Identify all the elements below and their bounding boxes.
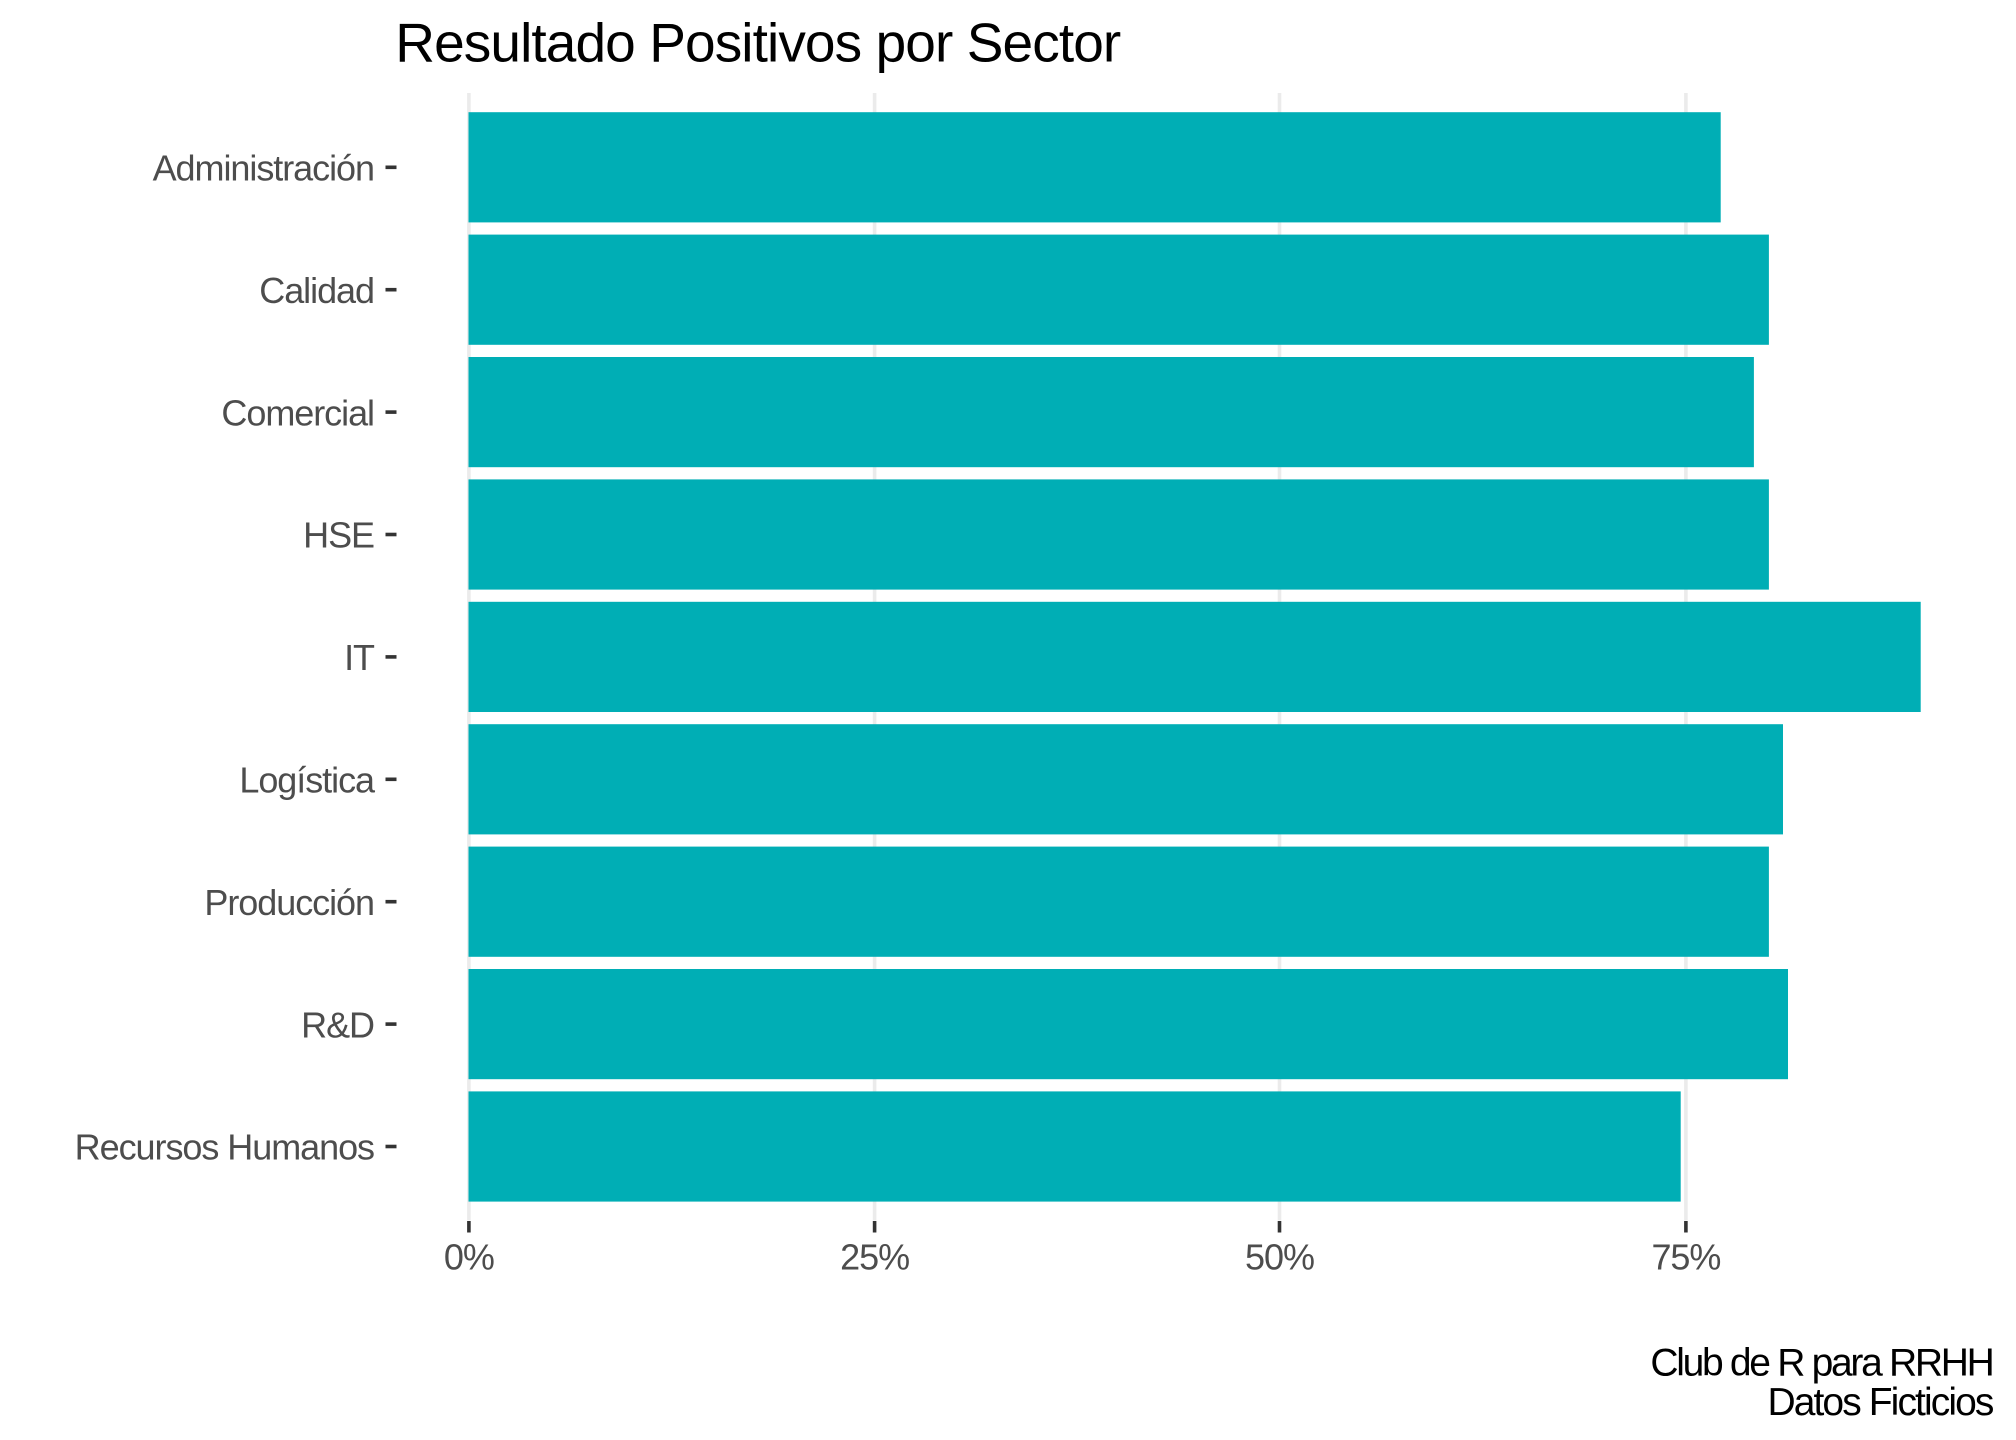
svg-text:Producción: Producción — [204, 882, 374, 923]
svg-text:Calidad: Calidad — [259, 270, 374, 311]
svg-text:HSE: HSE — [303, 515, 374, 556]
svg-text:0%: 0% — [444, 1236, 494, 1277]
svg-text:Datos Ficticios: Datos Ficticios — [1767, 1381, 1993, 1424]
svg-text:Club de R para RRHH: Club de R para RRHH — [1650, 1342, 1992, 1385]
svg-text:R&D: R&D — [301, 1004, 374, 1045]
svg-text:IT: IT — [344, 637, 375, 678]
svg-text:25%: 25% — [840, 1236, 909, 1277]
svg-text:Comercial: Comercial — [221, 392, 374, 433]
svg-text:50%: 50% — [1245, 1236, 1314, 1277]
svg-text:Logística: Logística — [239, 760, 376, 801]
svg-text:75%: 75% — [1651, 1236, 1720, 1277]
svg-text:Recursos Humanos: Recursos Humanos — [75, 1127, 374, 1168]
svg-text:Resultado Positivos por Sector: Resultado Positivos por Sector — [395, 11, 1121, 73]
svg-text:Administración: Administración — [153, 148, 374, 189]
